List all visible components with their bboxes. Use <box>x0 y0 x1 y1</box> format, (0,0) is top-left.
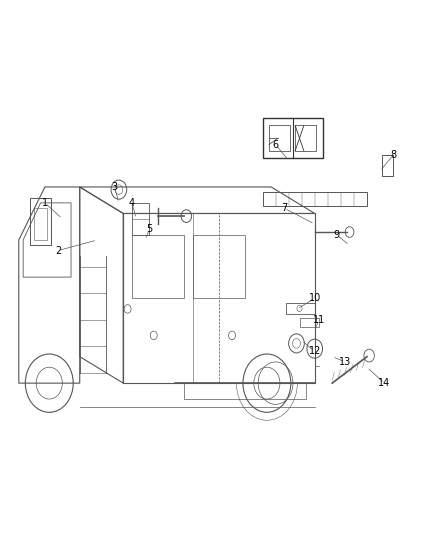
Bar <box>30 198 51 245</box>
Bar <box>295 125 316 151</box>
Bar <box>132 203 149 235</box>
Text: 5: 5 <box>146 224 152 235</box>
Bar <box>286 303 315 314</box>
Text: 12: 12 <box>308 346 321 357</box>
Text: 10: 10 <box>309 293 321 303</box>
Bar <box>262 192 367 206</box>
Bar <box>132 235 184 298</box>
Text: 9: 9 <box>333 230 339 240</box>
Text: 14: 14 <box>378 378 391 388</box>
Text: 13: 13 <box>339 357 351 367</box>
Bar <box>382 155 393 176</box>
Text: 7: 7 <box>281 203 287 213</box>
Bar <box>300 318 319 327</box>
Bar <box>184 383 306 399</box>
Text: 6: 6 <box>272 140 279 150</box>
Text: 4: 4 <box>129 198 135 208</box>
Text: 8: 8 <box>390 150 396 160</box>
Text: 1: 1 <box>42 198 48 208</box>
Bar <box>193 235 245 298</box>
Text: 11: 11 <box>313 314 325 325</box>
Bar <box>269 125 290 151</box>
Text: 3: 3 <box>112 182 118 192</box>
Bar <box>262 118 323 158</box>
Bar <box>34 208 47 240</box>
Text: 2: 2 <box>55 246 61 256</box>
